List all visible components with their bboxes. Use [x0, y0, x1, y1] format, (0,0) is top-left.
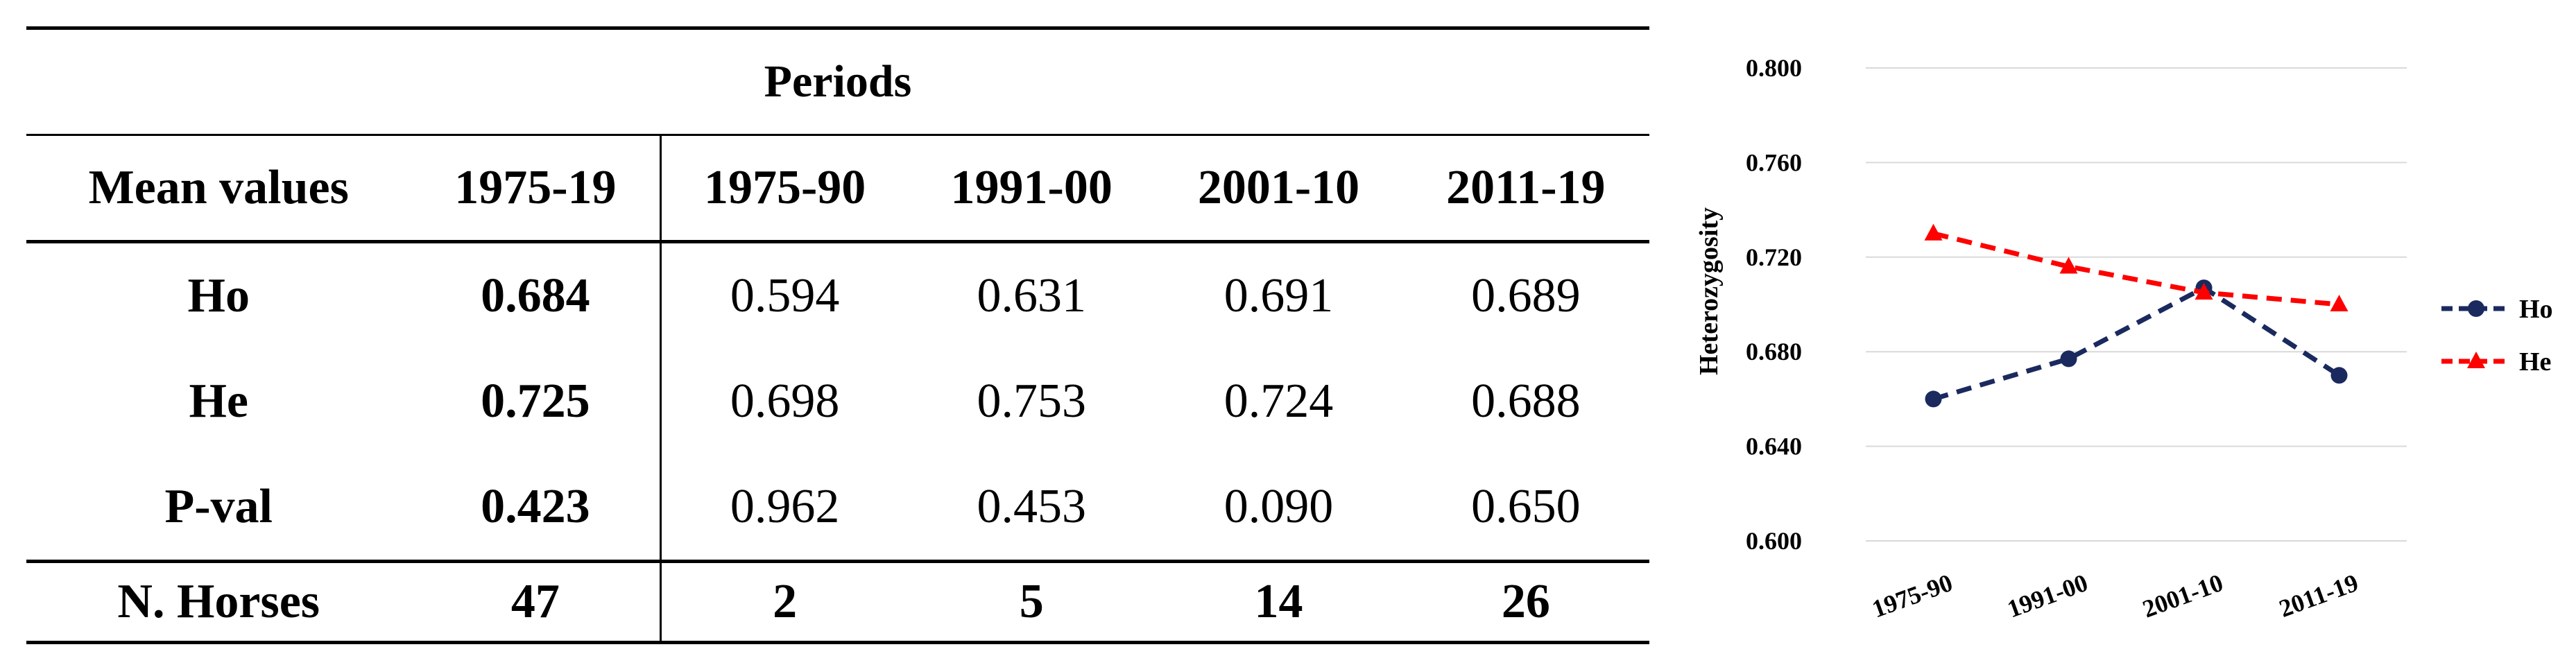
cell-n-horses-2011-19: 26 — [1402, 560, 1649, 644]
cell-n-horses-1975-19: 47 — [411, 560, 662, 644]
series-line-ho — [1932, 285, 2341, 402]
y-tick-label: 0.680 — [1746, 338, 1802, 365]
legend-marker-he — [2467, 352, 2485, 368]
y-axis-ticks: 0.800 0.760 0.720 0.680 0.640 0.600 — [1746, 54, 1802, 555]
y-tick-label: 0.800 — [1746, 54, 1802, 82]
cell-p-val-1975-19: 0.423 — [411, 454, 662, 562]
row-label-n-horses: N. Horses — [26, 560, 411, 644]
x-tick-label: 2011-19 — [2276, 569, 2362, 623]
cell-he-2011-19: 0.688 — [1471, 374, 1581, 428]
y-axis-label: Heterozygosity — [1694, 207, 1724, 375]
cell-ho-1975-90: 0.594 — [730, 269, 840, 322]
cell-ho-1975-19: 0.684 — [411, 241, 662, 349]
legend: Ho He — [2441, 295, 2553, 377]
y-tick-label: 0.600 — [1746, 527, 1802, 555]
data-point-ho — [1925, 390, 1942, 408]
data-point-he — [1924, 223, 1943, 241]
cell-he-2001-10: 0.724 — [1223, 374, 1334, 428]
row-label-he: He — [189, 374, 248, 428]
column-header-2011-19: 2011-19 — [1402, 135, 1649, 243]
cell-ho-2001-10: 0.691 — [1223, 269, 1334, 322]
cell-p-val-1991-00: 0.453 — [977, 480, 1086, 533]
y-tick-label: 0.640 — [1746, 433, 1802, 460]
table-row-p-val: P-val 0.423 0.962 0.453 0.090 0.650 — [26, 454, 1649, 562]
x-tick-label: 1975-90 — [1869, 569, 1956, 623]
cell-he-1975-90: 0.698 — [730, 374, 840, 428]
data-point-he — [2059, 257, 2078, 274]
cell-n-horses-1975-90: 2 — [660, 560, 909, 644]
data-point-he — [2330, 295, 2349, 311]
cell-he-1975-19: 0.725 — [411, 349, 662, 454]
data-point-ho — [2060, 350, 2077, 368]
table-row-he: He 0.725 0.698 0.753 0.724 0.688 — [26, 349, 1649, 454]
periods-header: Periods — [26, 26, 1649, 136]
cell-n-horses-2001-10: 14 — [1155, 560, 1402, 644]
row-label-p-val: P-val — [164, 480, 273, 533]
column-header-1975-90: 1975-90 — [660, 135, 909, 243]
column-header-1975-19: 1975-19 — [411, 135, 662, 243]
legend-label-ho: Ho — [2519, 295, 2553, 324]
column-header-mean-values: Mean values — [26, 135, 411, 243]
x-axis-ticks: 1975-90 1991-00 2001-10 2011-19 — [1869, 569, 2362, 623]
cell-ho-2011-19: 0.689 — [1471, 269, 1581, 322]
column-header-1991-00: 1991-00 — [908, 135, 1156, 243]
column-header-2001-10: 2001-10 — [1155, 135, 1402, 243]
cell-ho-1991-00: 0.631 — [977, 269, 1086, 322]
x-tick-label: 2001-10 — [2139, 569, 2226, 623]
legend-label-he: He — [2519, 347, 2551, 377]
cell-p-val-2001-10: 0.090 — [1223, 480, 1334, 533]
table-row-n-horses: N. Horses 47 2 5 14 26 — [26, 560, 1649, 644]
heterozygosity-table-container: Periods Mean values 1975-19 1975-90 1991… — [26, 26, 1649, 644]
cell-p-val-1975-90: 0.962 — [730, 480, 840, 533]
cell-p-val-2011-19: 0.650 — [1471, 480, 1581, 533]
legend-marker-ho — [2468, 300, 2484, 317]
table-row-ho: Ho 0.684 0.594 0.631 0.691 0.689 — [26, 241, 1649, 349]
heterozygosity-table: Periods Mean values 1975-19 1975-90 1991… — [26, 26, 1649, 644]
series-layer — [1924, 223, 2349, 408]
y-tick-label: 0.720 — [1746, 243, 1802, 271]
series-line-he — [1932, 231, 2339, 307]
y-tick-label: 0.760 — [1746, 148, 1802, 176]
cell-he-1991-00: 0.753 — [977, 374, 1086, 428]
grid-lines — [1866, 67, 2407, 542]
periods-row: Periods — [26, 26, 1649, 136]
data-point-ho — [2330, 367, 2348, 384]
column-header-row: Mean values 1975-19 1975-90 1991-00 2001… — [26, 135, 1649, 243]
row-label-ho: Ho — [187, 269, 250, 322]
data-point-he — [2195, 282, 2213, 300]
cell-n-horses-1991-00: 5 — [908, 560, 1156, 644]
x-tick-label: 1991-00 — [2004, 569, 2091, 623]
